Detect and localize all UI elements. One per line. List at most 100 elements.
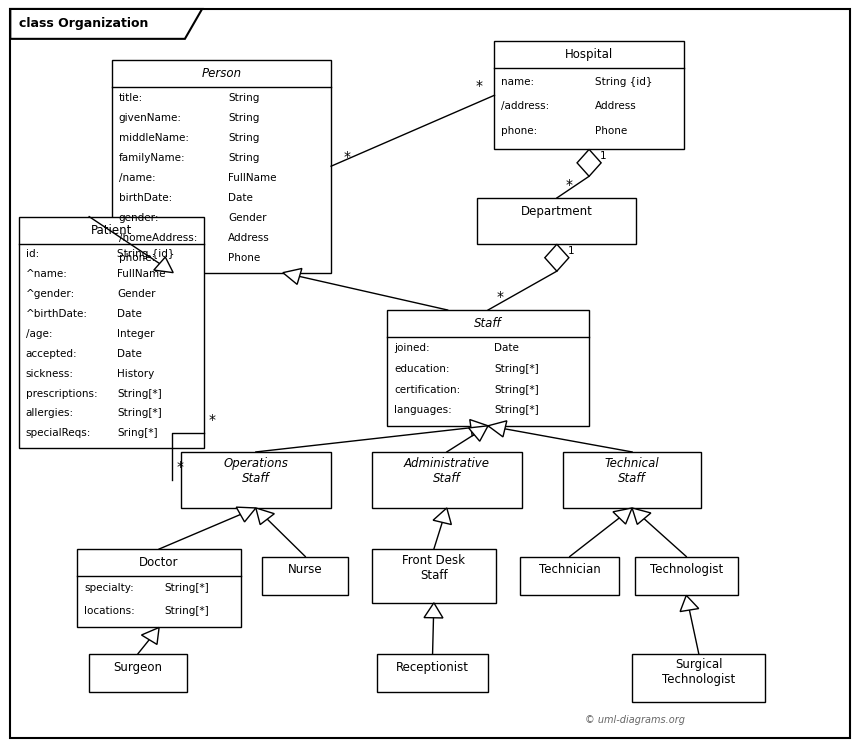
Text: String[*]: String[*] <box>117 409 162 418</box>
Text: Phone: Phone <box>228 252 261 263</box>
Text: education:: education: <box>394 364 450 374</box>
Polygon shape <box>680 595 698 612</box>
Text: prescriptions:: prescriptions: <box>26 388 97 399</box>
Polygon shape <box>632 508 651 524</box>
Text: *: * <box>344 150 351 164</box>
Polygon shape <box>433 508 452 524</box>
Text: sickness:: sickness: <box>26 369 74 379</box>
Text: Patient: Patient <box>90 223 132 237</box>
Text: String[*]: String[*] <box>164 606 209 616</box>
Text: String: String <box>228 93 260 102</box>
Text: 1: 1 <box>600 151 607 161</box>
Text: Department: Department <box>521 205 593 218</box>
Polygon shape <box>545 244 569 271</box>
Text: *: * <box>566 178 573 192</box>
Bar <box>372 549 496 603</box>
Text: String[*]: String[*] <box>494 406 539 415</box>
Polygon shape <box>237 507 256 522</box>
Text: Date: Date <box>117 309 142 319</box>
Text: Front Desk
Staff: Front Desk Staff <box>402 554 465 582</box>
Text: String[*]: String[*] <box>164 583 209 593</box>
Text: Sring[*]: Sring[*] <box>117 428 157 438</box>
Text: String {id}: String {id} <box>117 249 175 259</box>
Text: Gender: Gender <box>228 213 267 223</box>
Text: *: * <box>208 413 215 427</box>
Polygon shape <box>613 508 632 524</box>
Text: id:: id: <box>26 249 39 259</box>
Text: phone:: phone: <box>119 252 155 263</box>
Text: String[*]: String[*] <box>117 388 162 399</box>
Text: String: String <box>228 113 260 123</box>
Text: Gender: Gender <box>117 289 156 300</box>
Text: Address: Address <box>595 102 636 111</box>
Text: String: String <box>228 152 260 163</box>
Text: ^birthDate:: ^birthDate: <box>26 309 88 319</box>
Text: Operations
Staff: Operations Staff <box>224 456 288 485</box>
Text: String {id}: String {id} <box>595 76 652 87</box>
Bar <box>112 60 331 273</box>
Text: Technologist: Technologist <box>649 563 723 577</box>
Text: birthDate:: birthDate: <box>119 193 172 202</box>
Text: locations:: locations: <box>84 606 135 616</box>
Text: Address: Address <box>228 232 270 243</box>
Text: Receptionist: Receptionist <box>396 660 469 674</box>
Text: Phone: Phone <box>595 126 627 136</box>
Text: *: * <box>497 290 504 304</box>
Text: specialReqs:: specialReqs: <box>26 428 91 438</box>
Bar <box>372 452 522 508</box>
Bar <box>477 198 636 244</box>
Text: allergies:: allergies: <box>26 409 74 418</box>
Text: Hospital: Hospital <box>565 48 613 61</box>
Text: /name:: /name: <box>119 173 156 183</box>
Text: title:: title: <box>119 93 143 102</box>
Polygon shape <box>256 508 274 524</box>
Text: languages:: languages: <box>394 406 452 415</box>
Bar <box>635 557 738 595</box>
Text: Date: Date <box>228 193 253 202</box>
Text: Person: Person <box>201 66 242 80</box>
Bar <box>77 549 241 627</box>
Text: *: * <box>176 460 183 474</box>
Polygon shape <box>424 603 443 618</box>
Bar <box>387 310 589 426</box>
Text: String: String <box>228 133 260 143</box>
Text: ^gender:: ^gender: <box>26 289 75 300</box>
Text: class Organization: class Organization <box>19 17 148 31</box>
Text: specialty:: specialty: <box>84 583 134 593</box>
Text: Staff: Staff <box>474 317 502 330</box>
Polygon shape <box>577 149 601 176</box>
Text: Nurse: Nurse <box>288 563 322 577</box>
Text: name:: name: <box>501 76 535 87</box>
Bar <box>262 557 348 595</box>
Polygon shape <box>469 426 488 441</box>
Text: certification:: certification: <box>394 385 460 394</box>
Text: String[*]: String[*] <box>494 385 539 394</box>
Text: Administrative
Staff: Administrative Staff <box>404 456 490 485</box>
Text: middleName:: middleName: <box>119 133 188 143</box>
Text: accepted:: accepted: <box>26 349 77 359</box>
Text: givenName:: givenName: <box>119 113 181 123</box>
Text: /age:: /age: <box>26 329 52 339</box>
Text: *: * <box>476 79 482 93</box>
Polygon shape <box>142 627 159 645</box>
Text: Date: Date <box>117 349 142 359</box>
Polygon shape <box>283 268 302 285</box>
Polygon shape <box>488 421 507 437</box>
Text: Technical
Staff: Technical Staff <box>605 456 660 485</box>
Text: phone:: phone: <box>501 126 538 136</box>
Polygon shape <box>470 420 488 436</box>
Text: familyName:: familyName: <box>119 152 185 163</box>
Text: Surgeon: Surgeon <box>114 660 163 674</box>
Text: joined:: joined: <box>394 344 429 353</box>
Text: Integer: Integer <box>117 329 155 339</box>
Text: Date: Date <box>494 344 519 353</box>
Bar <box>520 557 619 595</box>
Bar <box>89 654 187 692</box>
Text: Surgical
Technologist: Surgical Technologist <box>662 658 735 686</box>
Text: gender:: gender: <box>119 213 159 223</box>
Text: Doctor: Doctor <box>139 556 179 569</box>
Text: History: History <box>117 369 154 379</box>
Text: String[*]: String[*] <box>494 364 539 374</box>
Text: FullName: FullName <box>117 270 165 279</box>
Text: ^name:: ^name: <box>26 270 68 279</box>
